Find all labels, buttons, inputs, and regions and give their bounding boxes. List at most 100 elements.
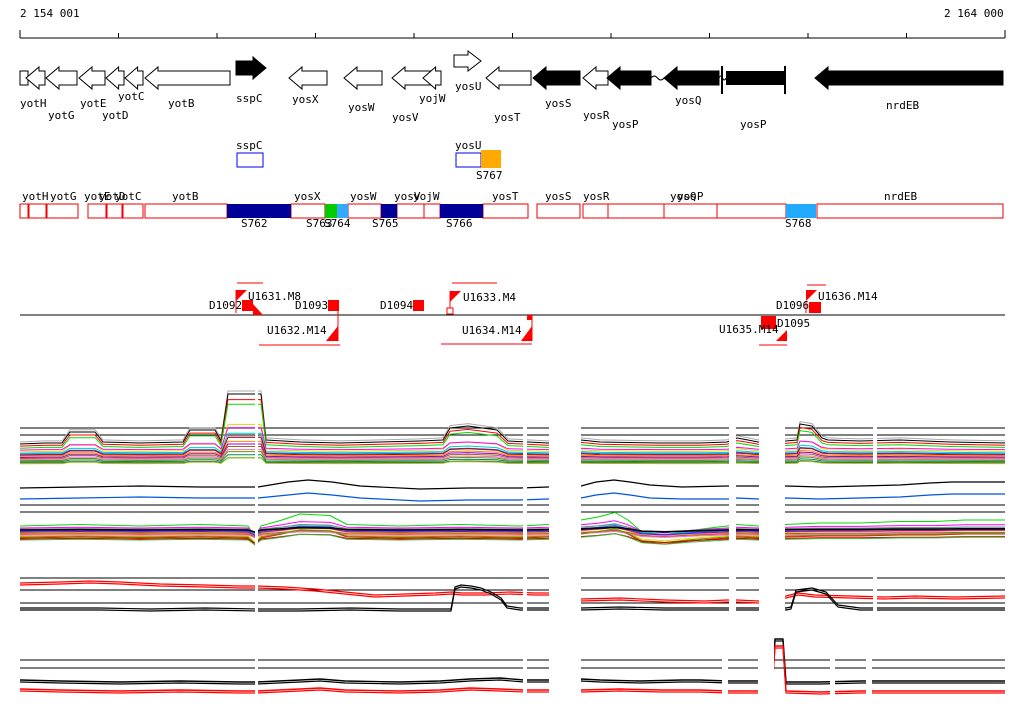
profile-line [19, 479, 1005, 490]
gene-arrow-yosX[interactable] [288, 65, 328, 91]
panel-data-gap [255, 386, 258, 468]
panel-data-gap [729, 386, 736, 468]
marker-flag-triangle[interactable] [253, 304, 263, 315]
segment-gene-box[interactable] [423, 203, 441, 219]
profile-line [19, 399, 1006, 447]
gene-arrow-yotH[interactable] [25, 65, 46, 91]
gene-arrow-nrdEB[interactable] [814, 65, 1004, 91]
segment-gene-box[interactable] [144, 203, 228, 219]
gene-arrow-yotG[interactable] [45, 65, 78, 91]
marker-flag-triangle[interactable] [236, 290, 247, 301]
panel-data-gap [549, 470, 581, 554]
profile-line [19, 423, 1006, 453]
profile-line [19, 580, 1006, 602]
panel-data-gap [549, 573, 581, 629]
profile-line [19, 457, 1006, 464]
segment-gene-box[interactable] [536, 203, 581, 219]
panel-data-gap [866, 634, 872, 714]
gene-connector [650, 75, 665, 81]
gene-arrow-yotB[interactable] [144, 65, 231, 91]
marker-flag-triangle[interactable] [806, 290, 817, 301]
segment-gene-box[interactable] [582, 203, 609, 219]
marker-open-square[interactable] [446, 307, 454, 315]
gene-boundary-bar [784, 66, 786, 94]
panel-data-gap [830, 634, 835, 714]
gene-arrow-yosU[interactable] [453, 49, 482, 73]
segment-gene-box[interactable] [816, 203, 1004, 219]
segment-gene-box[interactable] [87, 203, 107, 219]
profile-line [19, 390, 1006, 443]
gene-arrow-yosR[interactable] [582, 65, 609, 91]
marker-flag[interactable] [328, 300, 339, 311]
segment-gene-box[interactable] [482, 203, 529, 219]
gene-arrow-yosT[interactable] [485, 65, 532, 91]
segment-gene-box[interactable] [106, 203, 123, 219]
profile-line [20, 584, 1005, 610]
gene-arrow-yotE[interactable] [78, 65, 106, 91]
segment-gene-box[interactable] [663, 203, 718, 219]
segment-colored[interactable] [440, 204, 483, 218]
gene-arrow-yosQ[interactable] [663, 65, 720, 91]
profile-line [19, 446, 1006, 459]
feature-box[interactable] [236, 152, 264, 168]
profile-line [19, 457, 1006, 465]
segment-gene-box[interactable] [19, 203, 29, 219]
profile-line [19, 492, 1005, 502]
profile-line [20, 586, 1005, 612]
profile-line [19, 640, 1005, 685]
profile-line [19, 647, 1005, 695]
segment-colored[interactable] [337, 204, 348, 218]
segment-colored[interactable] [381, 204, 397, 218]
segment-gene-box[interactable] [347, 203, 382, 219]
gene-arrow-yosS[interactable] [532, 65, 581, 91]
profile-line [19, 449, 1006, 461]
marker-flag-triangle[interactable] [521, 326, 532, 341]
marker-flag[interactable] [527, 315, 532, 320]
marker-flag-triangle[interactable] [450, 291, 461, 302]
segment-colored[interactable] [786, 204, 816, 218]
marker-flag[interactable] [413, 300, 424, 311]
panel-data-gap [255, 573, 258, 629]
panel-data-gap [759, 470, 785, 554]
feature-box[interactable] [455, 152, 482, 168]
gene-arrow-yojW[interactable] [422, 65, 442, 91]
profile-line [19, 436, 1006, 455]
segment-gene-box[interactable] [46, 203, 79, 219]
profile-line [19, 451, 1006, 462]
segment-gene-box[interactable] [607, 203, 665, 219]
segment-gene-box[interactable] [122, 203, 144, 219]
segment-gene-box[interactable] [290, 203, 326, 219]
panel-data-gap [549, 386, 581, 468]
gene-arrow-yotC[interactable] [124, 65, 144, 91]
gene-arrow-sspC[interactable] [235, 55, 267, 81]
segment-colored[interactable] [227, 204, 291, 218]
panel-data-gap [523, 634, 527, 714]
panel-data-gap [873, 573, 877, 629]
panel-data-gap [759, 386, 785, 468]
panel-data-gap [722, 634, 728, 714]
segment-colored[interactable] [325, 204, 337, 218]
marker-flag[interactable] [809, 302, 821, 313]
panel-data-gap [523, 573, 527, 629]
marker-flag[interactable] [242, 300, 253, 311]
segment-gene-box[interactable] [716, 203, 787, 219]
marker-flag-triangle[interactable] [326, 326, 338, 341]
marker-flag-triangle[interactable] [776, 330, 787, 341]
profile-line [19, 403, 1006, 449]
segment-gene-box[interactable] [28, 203, 47, 219]
feature-segment[interactable] [481, 150, 501, 168]
panel-data-gap [523, 470, 527, 554]
gene-arrow-yotD[interactable] [105, 65, 125, 91]
panel-data-gap [255, 634, 258, 714]
gene-rect-yosP[interactable] [726, 71, 784, 85]
gene-arrow-yosW[interactable] [343, 65, 383, 91]
profile-line [19, 443, 1006, 458]
gene-arrow-yosP[interactable] [606, 65, 652, 91]
profile-line [19, 432, 1006, 454]
panel-data-gap [873, 386, 877, 468]
gene-boundary-bar [721, 66, 723, 94]
marker-flag[interactable] [761, 316, 776, 329]
segment-gene-box[interactable] [396, 203, 425, 219]
